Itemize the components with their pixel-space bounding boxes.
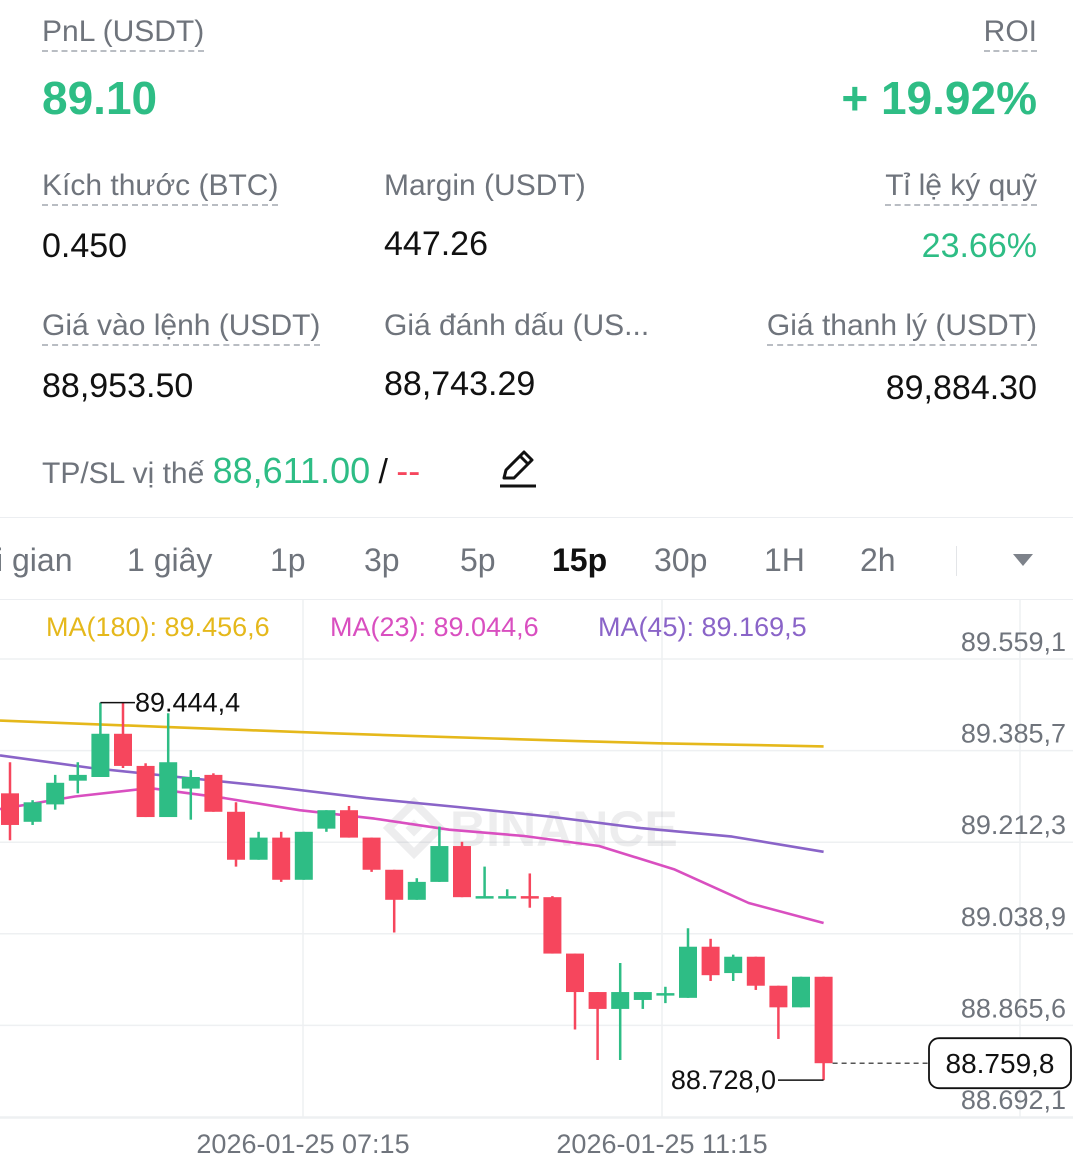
tab-5m[interactable]: 5p — [460, 542, 496, 578]
tab-time[interactable]: i gian — [0, 542, 73, 578]
candle-body — [23, 802, 42, 822]
candlestick-chart[interactable]: BINANCE 89.559,189.385,789.212,389.038,9… — [0, 600, 1073, 1169]
candle-body — [679, 946, 697, 998]
tpsl-label: TP/SL vị thế — [42, 457, 205, 490]
liq-price-value: 89,884.30 — [885, 369, 1037, 407]
ma180-line — [0, 719, 824, 748]
ma45-legend: MA(45): 89.169,5 — [598, 612, 807, 642]
candle-body — [656, 993, 675, 996]
tabs-bottom-divider — [0, 599, 1073, 600]
candle-body — [566, 953, 584, 993]
candle-body — [792, 976, 810, 1008]
mark-price-value: 88,743.29 — [384, 365, 536, 403]
candle-body — [475, 896, 494, 899]
size-label[interactable]: Kích thước (BTC) — [42, 168, 279, 206]
candle-body — [746, 956, 765, 986]
tab-3m[interactable]: 3p — [364, 542, 400, 578]
candle-body — [633, 992, 652, 1000]
candle-body — [317, 810, 336, 829]
candle-body — [46, 782, 65, 805]
tab-1s[interactable]: 1 giây — [127, 542, 213, 578]
chart-grid — [0, 600, 1073, 1119]
candle-body — [453, 846, 471, 898]
margin-value: 447.26 — [384, 225, 488, 263]
candle-body — [68, 774, 87, 781]
candle-body — [181, 776, 200, 789]
edit-pencil-icon[interactable] — [496, 448, 540, 490]
candle-body — [724, 956, 743, 974]
last-price-label: 88.759,8 — [946, 1048, 1055, 1079]
candle-body — [814, 976, 833, 1064]
tpsl-separator: / — [378, 453, 388, 491]
ma180-legend: MA(180): 89.456,6 — [46, 612, 270, 642]
candle-body — [340, 810, 358, 838]
tab-2h[interactable]: 2h — [860, 542, 896, 578]
tab-15m[interactable]: 15p — [552, 542, 608, 578]
tab-1m[interactable]: 1p — [270, 542, 306, 578]
candle-body — [91, 733, 110, 777]
y-tick-label: 89.038,9 — [961, 902, 1066, 932]
candle-body — [1, 793, 19, 825]
y-tick-label: 88.865,6 — [961, 993, 1066, 1023]
candle-body — [588, 992, 607, 1009]
high-price-label: 89.444,4 — [135, 688, 240, 718]
sl-value: -- — [396, 450, 421, 491]
tp-value: 88,611.00 — [212, 450, 371, 491]
candle-body — [543, 897, 562, 954]
tab-divider — [956, 546, 957, 576]
candle-body — [204, 774, 223, 812]
tab-1h[interactable]: 1H — [764, 542, 805, 578]
last-price-box — [928, 1037, 1072, 1090]
liq-price-label[interactable]: Giá thanh lý (USDT) — [766, 308, 1037, 346]
tab-30m[interactable]: 30p — [654, 542, 708, 578]
x-tick-label: 2026-01-25 07:15 — [196, 1129, 409, 1159]
candle-body — [294, 831, 313, 880]
interval-tabs: i gian 1 giây 1p 3p 5p 15p 30p 1H 2h — [0, 517, 1073, 600]
candle-body — [136, 765, 155, 818]
chevron-down-icon[interactable] — [1010, 550, 1036, 570]
candle-body — [498, 896, 517, 899]
ma23-legend: MA(23): 89.044,6 — [330, 612, 539, 642]
pnl-label[interactable]: PnL (USDT) — [42, 14, 205, 52]
y-tick-label: 89.559,1 — [961, 627, 1066, 657]
tpsl-row: TP/SL vị thế 88,611.00 / -- — [42, 450, 420, 492]
candle-body — [430, 846, 449, 882]
candle-body — [407, 881, 426, 900]
size-value: 0.450 — [42, 227, 128, 265]
candle-body — [385, 869, 404, 900]
candle-body — [159, 762, 178, 818]
entry-price-value: 88,953.50 — [42, 367, 194, 405]
pnl-value: 89.10 — [42, 72, 158, 124]
y-tick-label: 88.692,1 — [961, 1085, 1066, 1115]
low-price-label: 88.728,0 — [671, 1065, 776, 1095]
ma45-line — [0, 754, 824, 854]
candle-body — [272, 837, 291, 880]
candle-body — [701, 946, 720, 976]
candle-body — [611, 992, 630, 1009]
candle-body — [362, 837, 381, 870]
y-tick-label: 89.212,3 — [961, 810, 1066, 840]
margin-ratio-value: 23.66% — [921, 227, 1037, 265]
candle-body — [114, 733, 132, 766]
y-tick-label: 89.385,7 — [961, 719, 1066, 749]
candle-body — [249, 837, 268, 860]
entry-price-label[interactable]: Giá vào lệnh (USDT) — [42, 308, 321, 346]
roi-label[interactable]: ROI — [983, 14, 1037, 52]
candle-body — [520, 896, 539, 899]
margin-label: Margin (USDT) — [384, 169, 586, 202]
candle-body — [769, 985, 788, 1008]
roi-value: + 19.92% — [841, 72, 1037, 124]
candle-body — [227, 811, 245, 860]
mark-price-label: Giá đánh dấu (US... — [384, 309, 650, 342]
x-tick-label: 2026-01-25 11:15 — [556, 1129, 767, 1159]
margin-ratio-label[interactable]: Tỉ lệ ký quỹ — [885, 168, 1037, 206]
